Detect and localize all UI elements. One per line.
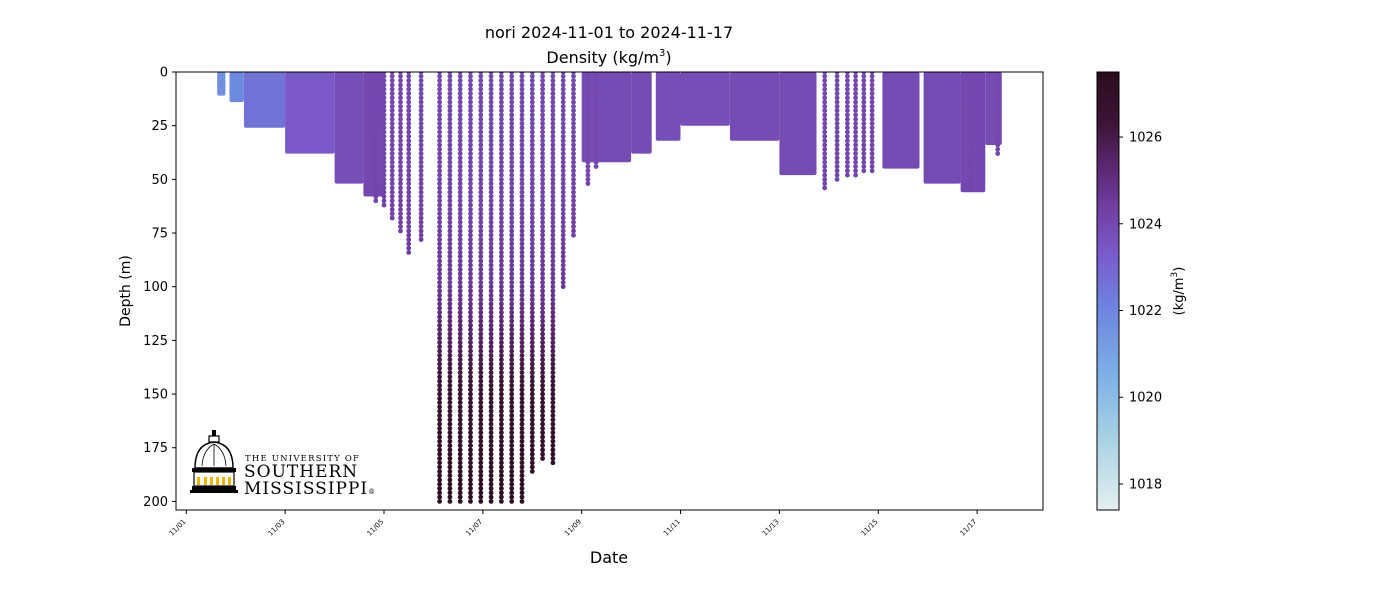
profile-column-4 — [398, 72, 403, 234]
profile-column-3 — [389, 72, 395, 221]
x-tick-label: 11/13 — [761, 518, 781, 538]
profile-column-1 — [373, 72, 379, 204]
profile-column-25 — [845, 72, 850, 178]
profile-column-20 — [571, 72, 576, 238]
x-tick-label: 11/11 — [662, 518, 682, 538]
x-tick-label: 11/03 — [267, 518, 287, 538]
profile-band-12 — [779, 72, 817, 176]
profile-column-18 — [550, 72, 556, 466]
x-tick-label: 11/07 — [464, 518, 484, 538]
y-tick-label: 100 — [143, 280, 168, 295]
plot-marks — [217, 72, 1002, 504]
y-tick-label: 200 — [143, 495, 168, 510]
profile-column-16 — [529, 72, 535, 474]
profile-band-14 — [923, 72, 961, 184]
profile-column-12 — [488, 72, 494, 504]
logo-line3: MISSISSIPPI® — [244, 479, 376, 499]
profile-band-10 — [680, 72, 730, 126]
profile-band-1 — [217, 72, 226, 96]
profile-column-5 — [406, 72, 412, 255]
profile-band-11 — [730, 72, 780, 141]
profile-column-9 — [457, 72, 463, 504]
y-tick-label: 125 — [143, 334, 168, 349]
profile-band-16 — [985, 72, 1002, 145]
y-tick-label: 150 — [143, 388, 168, 403]
x-tick-label: 11/09 — [563, 518, 583, 538]
x-tick-label: 11/17 — [959, 518, 979, 538]
profile-column-27 — [861, 72, 867, 174]
y-axis-label: Depth (m) — [118, 255, 134, 327]
chart-title: nori 2024-11-01 to 2024-11-17 — [485, 23, 733, 42]
y-tick-label: 25 — [151, 119, 168, 134]
colorbar-tick-label: 1018 — [1129, 477, 1162, 492]
x-tick-label: 11/01 — [168, 518, 188, 538]
profile-column-23 — [822, 72, 828, 191]
plot-frame — [175, 71, 1044, 511]
colorbar-ticks: 1018 1020 1022 1024 1026 — [1119, 131, 1162, 492]
usm-logo: THE UNIVERSITY OF SOUTHERN MISSISSIPPI® — [190, 430, 376, 499]
colorbar-tick-label: 1024 — [1129, 217, 1162, 232]
y-tick-label: 0 — [160, 66, 168, 81]
profile-column-15 — [519, 72, 525, 504]
profile-column-6 — [418, 72, 424, 242]
colorbar — [1096, 71, 1120, 511]
profile-column-22 — [593, 72, 599, 169]
profile-band-3 — [244, 72, 286, 128]
x-axis: 11/01 11/03 11/05 11/07 11/09 11/11 11/13 11/15… — [168, 510, 979, 538]
profile-column-14 — [509, 72, 515, 504]
y-tick-label: 75 — [151, 227, 168, 242]
x-tick-label: 11/05 — [365, 518, 385, 538]
profile-column-29 — [968, 72, 974, 191]
x-tick-label: 11/15 — [860, 518, 880, 538]
profile-column-2 — [381, 72, 387, 208]
profile-column-13 — [499, 72, 504, 504]
profile-column-26 — [853, 72, 858, 178]
colorbar-tick-label: 1026 — [1129, 131, 1162, 146]
profile-band-13 — [882, 72, 920, 169]
y-axis: 0 25 50 75 100 125 150 175 200 — [143, 66, 176, 510]
x-axis-label: Date — [590, 548, 628, 567]
profile-band-6 — [363, 72, 384, 197]
dome-icon — [190, 430, 238, 493]
profile-band-4 — [285, 72, 335, 154]
profile-band-5 — [334, 72, 364, 184]
profile-column-8 — [447, 72, 453, 504]
profile-band-2 — [229, 72, 244, 103]
profile-column-19 — [560, 72, 566, 290]
chart-subtitle: Density (kg/m3) — [546, 48, 671, 67]
profile-column-10 — [468, 72, 473, 504]
logo-line1: THE UNIVERSITY OF — [245, 454, 360, 464]
colorbar-tick-label: 1022 — [1129, 304, 1162, 319]
colorbar-tick-label: 1020 — [1129, 391, 1162, 406]
profile-column-24 — [834, 72, 840, 182]
logo-line2: SOUTHERN — [244, 462, 358, 482]
profile-column-30 — [995, 72, 1001, 157]
y-tick-label: 50 — [151, 173, 168, 188]
profile-column-11 — [478, 72, 484, 504]
y-tick-label: 175 — [143, 441, 168, 456]
colorbar-label: (kg/m3) — [1170, 267, 1187, 316]
profile-band-8 — [631, 72, 652, 154]
profile-column-21 — [585, 72, 591, 187]
profile-column-17 — [540, 72, 545, 461]
profile-column-28 — [869, 72, 875, 174]
profile-column-7 — [437, 72, 442, 504]
profile-band-9 — [655, 72, 681, 141]
